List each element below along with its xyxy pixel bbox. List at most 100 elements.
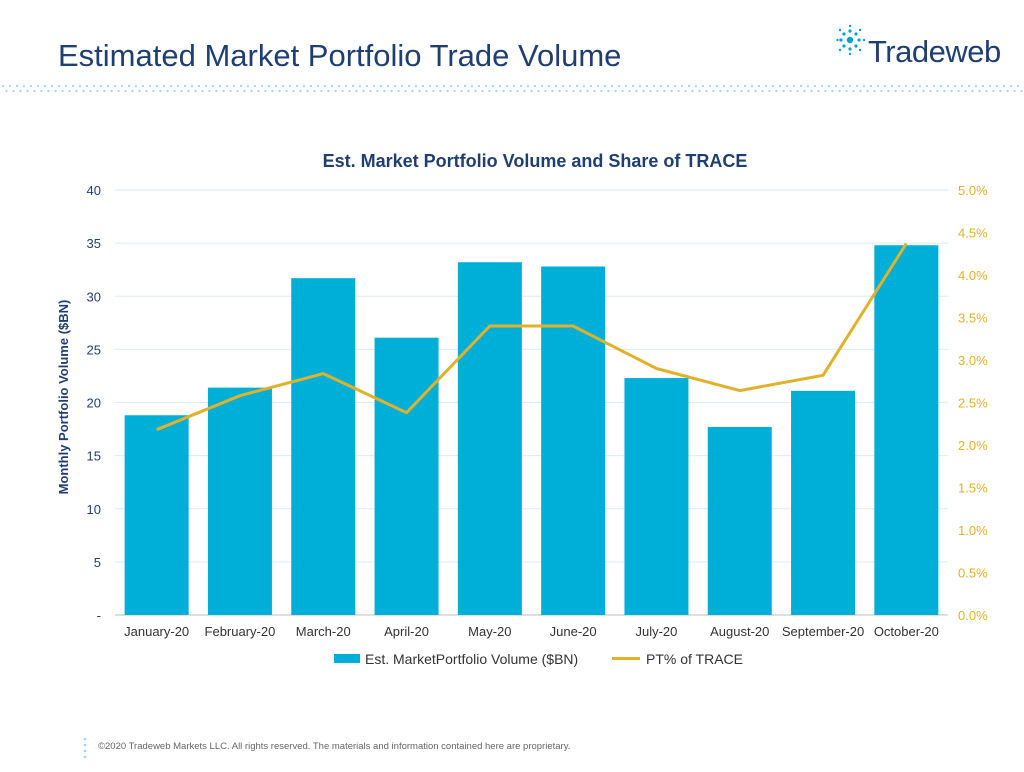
divider-dot <box>309 84 313 88</box>
divider-dot <box>516 89 519 93</box>
divider-dot <box>978 89 981 93</box>
divider-dot <box>103 89 106 93</box>
divider-dot <box>57 84 61 88</box>
x-tick-label: October-20 <box>874 624 939 639</box>
divider-dot <box>533 84 537 88</box>
divider-dot <box>428 84 432 88</box>
divider-dot <box>897 84 901 88</box>
divider-dot <box>554 84 558 88</box>
divider-dot <box>299 89 302 93</box>
divider-dot <box>75 89 78 93</box>
divider-dot <box>12 89 15 93</box>
divider-dot <box>495 89 498 93</box>
divider-dot <box>36 84 40 88</box>
divider-dot <box>229 89 232 93</box>
divider-dot <box>890 84 894 88</box>
divider-dot <box>540 84 544 88</box>
divider-dot <box>915 89 918 93</box>
divider-dot <box>414 84 418 88</box>
x-axis: January-20 February-20 March-20 April-20 May… <box>124 624 939 639</box>
divider-dot <box>509 89 512 93</box>
divider-dot <box>369 89 372 93</box>
divider-dot <box>624 84 628 88</box>
divider-dot <box>236 89 239 93</box>
divider-dot <box>372 84 376 88</box>
divider-dot <box>134 84 138 88</box>
x-tick-label: January-20 <box>124 624 189 639</box>
divider-dot <box>946 84 950 88</box>
divider-dot <box>663 89 666 93</box>
divider-dot <box>194 89 197 93</box>
divider-dot <box>271 89 274 93</box>
divider-dot <box>341 89 344 93</box>
divider-dot <box>1016 84 1020 88</box>
divider-dot <box>106 84 110 88</box>
x-tick-label: May-20 <box>468 624 511 639</box>
divider-dot <box>40 89 43 93</box>
divider-dot <box>355 89 358 93</box>
divider-dot <box>596 84 600 88</box>
divider-dot <box>302 84 306 88</box>
divider-dot <box>610 84 614 88</box>
divider-dot <box>148 84 152 88</box>
divider-dot <box>649 89 652 93</box>
divider-dot <box>925 84 929 88</box>
divider-dot <box>463 84 467 88</box>
divider-dot <box>131 89 134 93</box>
divider-dot <box>442 84 446 88</box>
divider-dot <box>155 84 159 88</box>
divider-dot <box>47 89 50 93</box>
divider-dot <box>866 89 869 93</box>
divider-dot <box>435 84 439 88</box>
divider-dot <box>908 89 911 93</box>
divider-dot <box>138 89 141 93</box>
divider-dot <box>449 84 453 88</box>
divider-dot <box>813 84 817 88</box>
divider-dot <box>113 84 117 88</box>
y2-tick-label: 0.5% <box>958 566 988 581</box>
divider-dot <box>1006 89 1009 93</box>
x-tick-label: February-20 <box>205 624 276 639</box>
divider-dot <box>292 89 295 93</box>
divider-dot <box>250 89 253 93</box>
y-tick-label: 40 <box>87 183 101 198</box>
y2-tick-label: 3.0% <box>958 353 988 368</box>
divider-dot <box>400 84 404 88</box>
divider-dot <box>488 89 491 93</box>
divider-dot <box>537 89 540 93</box>
divider-dot <box>201 89 204 93</box>
divider-dot <box>1013 89 1016 93</box>
bar <box>374 337 439 615</box>
divider-dot <box>1 84 5 88</box>
dotted-divider <box>1 84 1023 93</box>
divider-dot <box>698 89 701 93</box>
divider-dot <box>894 89 897 93</box>
divider-dot <box>918 84 922 88</box>
y2-tick-label: 2.5% <box>958 396 988 411</box>
divider-dot <box>810 89 813 93</box>
divider-dot <box>803 89 806 93</box>
divider-dot <box>110 89 113 93</box>
divider-dot <box>351 84 355 88</box>
divider-dot <box>862 84 866 88</box>
divider-dot <box>747 89 750 93</box>
divider-dot <box>379 84 383 88</box>
divider-dot <box>99 84 103 88</box>
bar <box>457 262 522 615</box>
divider-dot <box>432 89 435 93</box>
divider-dot <box>684 89 687 93</box>
divider-dot <box>243 89 246 93</box>
divider-dot <box>778 84 782 88</box>
divider-dot <box>29 84 33 88</box>
divider-dot <box>726 89 729 93</box>
starburst-icon <box>836 24 866 56</box>
divider-dot <box>218 84 222 88</box>
divider-dot <box>715 84 719 88</box>
y2-tick-label: 5.0% <box>958 183 988 198</box>
bar <box>707 426 772 615</box>
divider-dot <box>145 89 148 93</box>
divider-dot <box>691 89 694 93</box>
divider-dot <box>743 84 747 88</box>
divider-dot <box>827 84 831 88</box>
divider-dot <box>285 89 288 93</box>
